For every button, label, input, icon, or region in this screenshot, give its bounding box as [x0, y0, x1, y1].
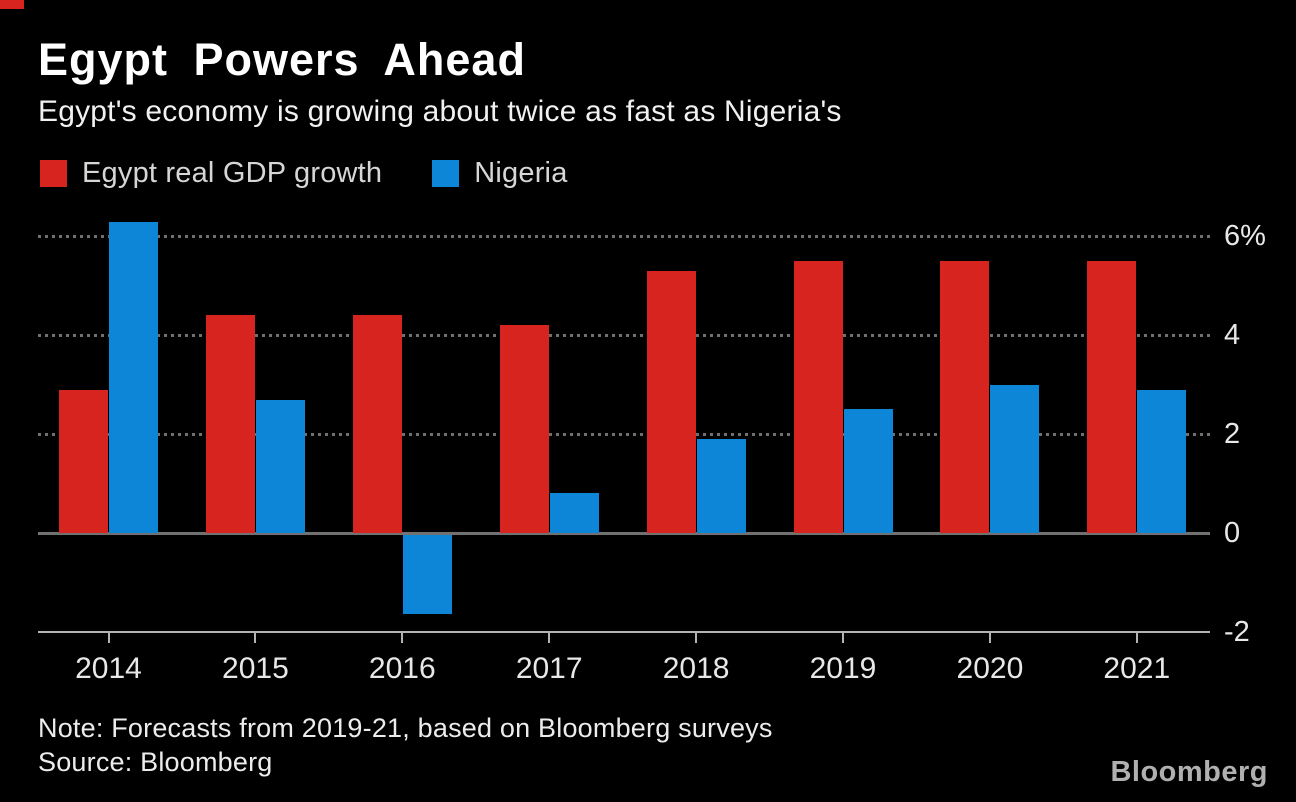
brand-corner-tab — [0, 0, 24, 9]
x-axis-label-2017: 2017 — [515, 652, 583, 685]
x-axis-tick-2017 — [548, 632, 551, 643]
y-axis-label--2: -2 — [1224, 615, 1250, 648]
bar-nigeria-2018 — [696, 439, 746, 533]
bar-nigeria-2021 — [1137, 389, 1187, 533]
x-axis-label-2020: 2020 — [956, 652, 1024, 685]
bar-egypt-2016 — [352, 315, 402, 533]
chart-source: Source: Bloomberg — [38, 747, 273, 777]
x-axis-tick-2018 — [695, 632, 698, 643]
chart-subtitle: Egypt's economy is growing about twice a… — [38, 95, 842, 128]
legend-label-egypt: Egypt real GDP growth — [82, 157, 383, 189]
y-axis-label-0: 0 — [1224, 517, 1241, 549]
bar-egypt-2015 — [205, 315, 255, 533]
bloomberg-logo: Bloomberg — [1110, 756, 1268, 788]
x-axis-tick-2015 — [254, 632, 257, 643]
y-axis-label-2: 2 — [1224, 418, 1241, 451]
bar-egypt-2017 — [499, 325, 549, 533]
x-axis-tick-2016 — [401, 632, 404, 643]
y-axis-label-4: 4 — [1224, 319, 1241, 352]
chart-note: Note: Forecasts from 2019-21, based on B… — [38, 713, 773, 743]
bar-egypt-2021 — [1087, 261, 1137, 533]
x-axis-tick-2021 — [1135, 632, 1138, 643]
legend-item-nigeria: Nigeria — [432, 157, 567, 190]
x-axis-tick-2019 — [842, 632, 844, 643]
y-axis-label-6: 6% — [1224, 220, 1266, 253]
x-axis-tick-2014 — [107, 632, 110, 643]
legend-label-nigeria: Nigeria — [474, 157, 568, 189]
legend-item-egypt: Egypt real GDP growth — [40, 157, 382, 190]
x-axis-label-2021: 2021 — [1103, 652, 1171, 685]
x-axis-label-2016: 2016 — [368, 652, 436, 685]
bar-egypt-2019 — [793, 261, 843, 533]
zero-baseline — [38, 532, 1210, 535]
x-axis-label-2014: 2014 — [75, 652, 142, 685]
bar-egypt-2020 — [940, 261, 990, 533]
bar-nigeria-2017 — [549, 493, 599, 533]
x-axis-label-2018: 2018 — [662, 652, 730, 685]
x-axis-label-2019: 2019 — [809, 652, 877, 685]
x-axis-line — [38, 630, 1210, 633]
chart-title: Egypt Powers Ahead — [38, 34, 526, 85]
bar-nigeria-2014 — [109, 221, 158, 533]
gridline-2 — [38, 433, 1210, 437]
gridline-4 — [38, 334, 1210, 338]
bar-egypt-2018 — [646, 270, 696, 533]
bar-nigeria-2015 — [255, 399, 305, 533]
legend-swatch-nigeria — [432, 160, 460, 187]
legend: Egypt real GDP growth Nigeria — [40, 157, 568, 190]
x-axis-tick-2020 — [988, 632, 991, 643]
gridline-6 — [38, 235, 1210, 239]
bar-nigeria-2020 — [990, 384, 1040, 533]
bar-nigeria-2019 — [843, 409, 893, 533]
x-axis-label-2015: 2015 — [222, 652, 289, 685]
bar-nigeria-2016 — [402, 534, 452, 614]
bar-egypt-2014 — [59, 389, 108, 533]
legend-swatch-egypt — [40, 160, 67, 187]
